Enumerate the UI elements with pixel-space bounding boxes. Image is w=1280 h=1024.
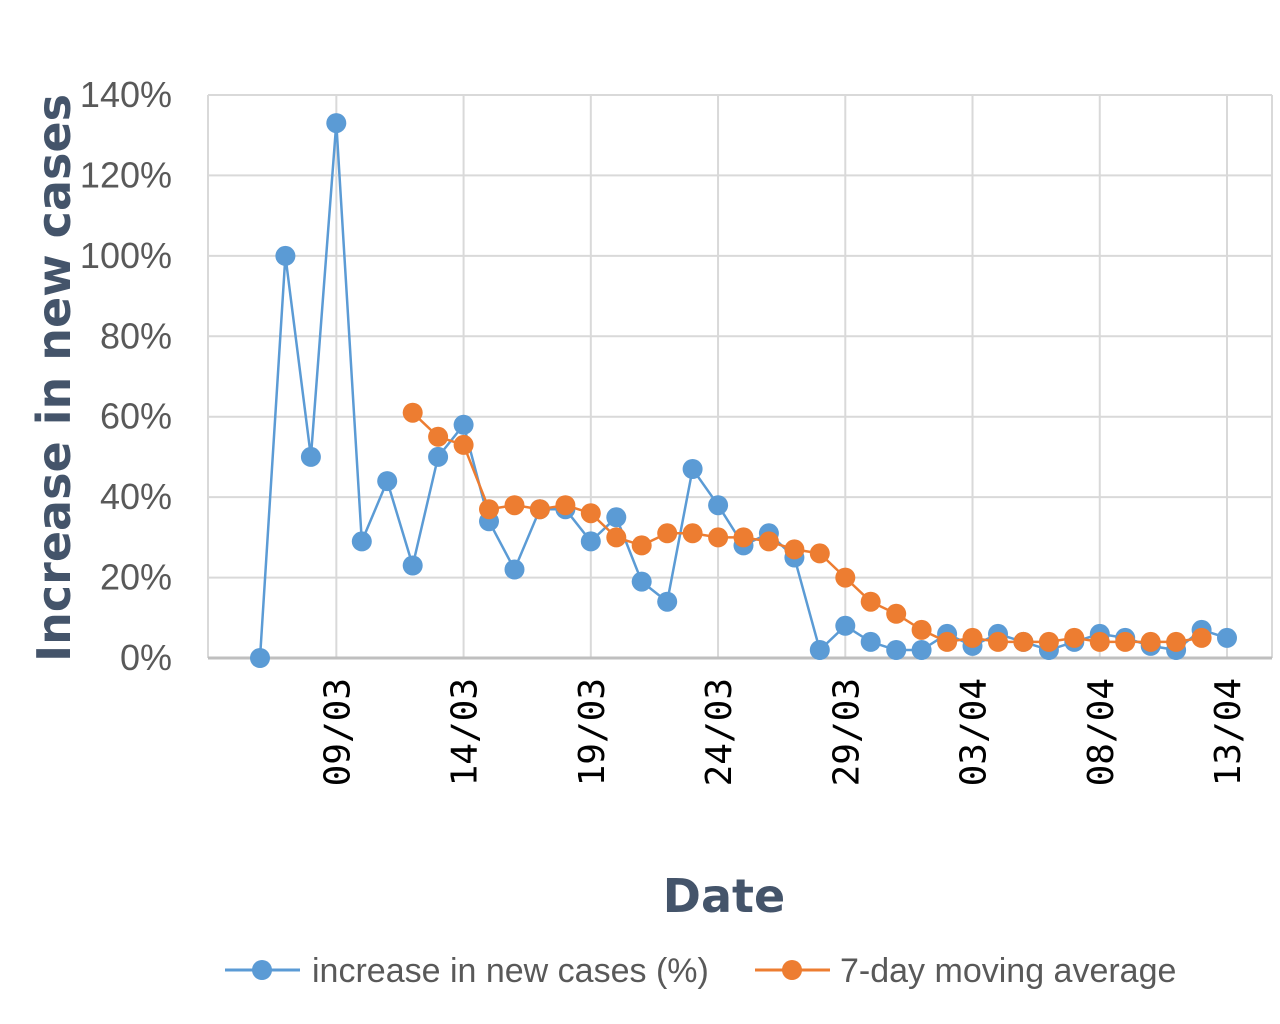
grid [207,94,1273,658]
y-tick-label: 140% [80,74,172,115]
y-tick-label: 100% [80,235,172,276]
data-point-moving-average [657,523,678,544]
x-tick-label: 03/04 [954,678,995,786]
data-point-moving-average [784,539,805,560]
data-point-moving-average [1115,631,1136,652]
data-point-moving-average [835,567,856,588]
data-point-increase [326,113,347,134]
legend-label-increase: increase in new cases (%) [312,952,709,990]
data-point-moving-average [453,434,474,455]
data-point-increase [860,631,881,652]
data-point-moving-average [682,523,703,544]
axes: 0% 20% 40% 60% 80% 100% 120% 140% 09/03 14/03 19/0… [80,74,1272,786]
y-axis-title: Increase in new cases [27,94,81,662]
y-tick-label: 20% [100,557,172,598]
data-point-moving-average [1064,627,1085,648]
data-point-moving-average [809,543,830,564]
data-point-increase [402,555,423,576]
data-point-moving-average [911,619,932,640]
data-point-moving-average [428,426,449,447]
data-point-moving-average [708,527,729,548]
data-point-increase [377,471,398,492]
legend-marker-increase [252,960,272,980]
x-tick-label: 29/03 [826,678,867,786]
data-point-increase [886,640,907,660]
data-point-moving-average [1038,631,1059,652]
y-tick-label: 40% [100,476,172,517]
data-point-increase [606,507,627,528]
data-point-moving-average [758,531,779,552]
data-point-moving-average [962,627,983,648]
data-point-increase [250,648,270,668]
y-tick-label: 60% [100,396,172,437]
legend-entry-moving-average: 7-day moving average [755,952,1176,990]
legend-label-moving-average: 7-day moving average [840,952,1176,990]
data-point-moving-average [1013,631,1034,652]
data-point-increase [428,446,449,467]
y-tick-label: 0% [120,637,172,678]
data-point-moving-average [631,535,652,556]
data-point-increase [275,245,296,266]
x-tick-label: 13/04 [1208,678,1249,786]
data-point-moving-average [402,402,423,423]
data-point-moving-average [988,631,1008,652]
data-point-increase [504,559,525,580]
data-point-moving-average [479,499,499,520]
data-point-moving-average [504,495,525,516]
data-point-moving-average [555,495,576,516]
data-point-increase [453,414,474,435]
y-tick-label: 80% [100,315,172,356]
data-point-increase [631,571,652,592]
data-point-increase [657,591,678,612]
data-point-increase [1217,627,1237,648]
data-point-increase [580,531,601,552]
data-point-increase [300,446,321,467]
y-tick-label: 120% [80,154,172,195]
data-point-increase [809,640,830,660]
data-point-increase [708,495,729,516]
data-point-moving-average [1191,627,1212,648]
x-tick-label: 19/03 [572,678,613,786]
data-point-moving-average [937,631,958,652]
x-axis-title: Date [663,869,785,923]
data-point-moving-average [580,503,601,524]
data-point-increase [351,531,372,552]
data-point-moving-average [1140,631,1161,652]
x-tick-label: 24/03 [699,678,740,786]
legend-entry-increase: increase in new cases (%) [225,952,709,990]
data-point-increase [911,640,932,660]
data-point-moving-average [886,603,907,624]
data-point-moving-average [1089,631,1110,652]
data-point-increase [682,459,703,479]
legend-marker-moving-average [782,960,802,980]
data-point-moving-average [1166,631,1187,652]
data-point-increase [835,615,856,636]
x-tick-label: 14/03 [445,678,486,786]
data-point-moving-average [733,527,754,548]
x-tick-label: 08/04 [1081,678,1122,786]
data-point-moving-average [860,591,881,612]
data-point-moving-average [606,527,627,548]
series-area [250,113,1237,668]
data-point-moving-average [529,499,550,520]
legend: increase in new cases (%) 7-day moving a… [225,952,1176,990]
x-tick-label: 09/03 [317,678,358,786]
